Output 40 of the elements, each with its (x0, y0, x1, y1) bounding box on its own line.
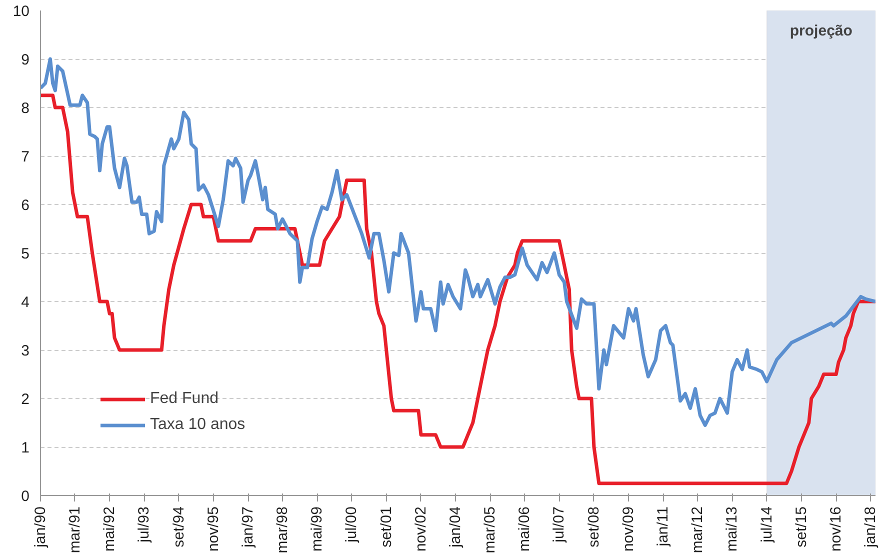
x-tick-label: jan/90 (32, 506, 49, 548)
x-tick-label: nov/16 (828, 506, 845, 552)
x-tick-label: nov/02 (412, 506, 430, 552)
x-tick-label: jan/04 (447, 506, 464, 548)
y-tick-label: 10 (12, 3, 30, 20)
x-tick-label: mai/99 (308, 506, 326, 552)
y-tick-label: 5 (21, 246, 30, 262)
x-tick-label: jul/07 (550, 506, 568, 544)
y-tick-label: 1 (21, 440, 30, 456)
x-tick-label: set/08 (585, 506, 602, 548)
x-tick-label: jan/18 (862, 506, 880, 548)
legend-label: Taxa 10 anos (150, 416, 246, 434)
y-tick-label: 3 (21, 342, 30, 360)
x-tick-label: mai/13 (724, 506, 741, 552)
y-tick-label: 0 (21, 488, 30, 505)
band-label: projeção (790, 22, 852, 40)
x-tick-label: mar/12 (689, 506, 706, 554)
legend-label: Fed Fund (150, 390, 218, 408)
x-tick-label: nov/09 (620, 506, 638, 552)
x-tick-label: jul/14 (758, 506, 776, 544)
line-series (40, 94, 876, 486)
x-tick-label: set/94 (170, 506, 188, 548)
x-tick-label: set/01 (378, 506, 395, 548)
x-tick-label: jul/93 (136, 506, 153, 544)
x-tick-label: jul/00 (343, 506, 360, 544)
x-tick-label: jan/97 (240, 506, 257, 548)
x-tick-label: mai/06 (516, 506, 534, 552)
y-tick-label: 8 (21, 100, 30, 117)
x-tick-label: mar/91 (66, 506, 84, 554)
y-tick-label: 9 (21, 52, 30, 68)
x-tick-label: mar/98 (274, 506, 291, 554)
x-tick-label: set/15 (792, 506, 810, 548)
y-tick-label: 6 (21, 197, 30, 214)
x-tick-label: mai/92 (101, 506, 118, 552)
x-tick-label: jan/11 (654, 506, 672, 548)
y-tick-label: 2 (21, 391, 30, 408)
x-tick-label: nov/95 (204, 506, 222, 552)
x-tick-label: mar/05 (482, 506, 499, 554)
y-tick-label: 4 (21, 294, 30, 311)
y-tick-label: 7 (21, 148, 30, 166)
